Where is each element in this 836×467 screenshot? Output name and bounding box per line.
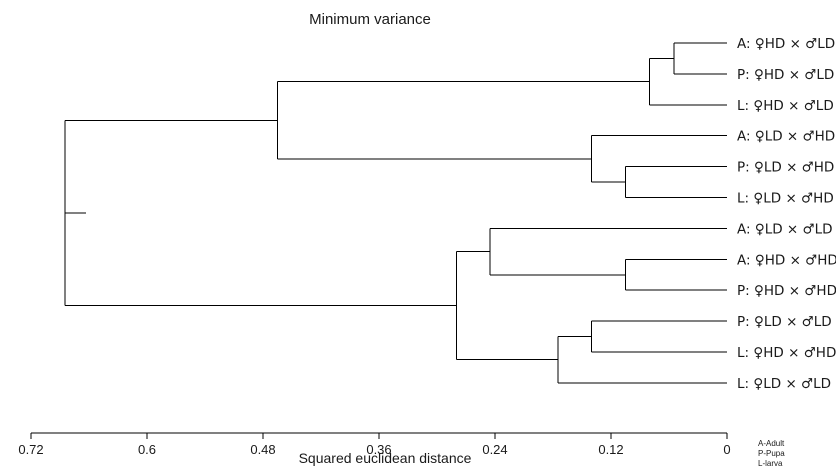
leaf-label: P: ♀HD × ♂LD [737,67,834,83]
x-axis-ticks: 0.72 0.6 0.48 0.36 0.24 0.12 0 [18,433,731,457]
x-tick-label: 0.12 [598,442,623,457]
x-tick-label: 0.6 [138,442,156,457]
leaf-labels: A: ♀HD × ♂LD P: ♀HD × ♂LD L: ♀HD × ♂LD A: ♀… [737,36,836,392]
legend-line-pupa: P-Pupa [758,449,785,458]
x-axis-title: Squared euclidean distance [299,450,472,466]
leaf-label: P: ♀HD × ♂HD [737,283,836,299]
leaf-label: P: ♀LD × ♂HD [737,160,834,176]
dendrogram-links [64,42,727,384]
leaf-label: A: ♀LD × ♂HD [737,129,835,145]
x-tick-label: 0.72 [18,442,43,457]
leaf-label: L: ♀LD × ♂LD [737,376,831,392]
leaf-label: L: ♀HD × ♂HD [737,345,836,361]
legend: A-Adult P-Pupa L-larva [758,439,785,467]
leaf-label: P: ♀LD × ♂LD [737,314,832,330]
x-tick-label: 0.24 [482,442,507,457]
legend-line-adult: A-Adult [758,439,785,448]
leaf-label: A: ♀HD × ♂HD [737,252,836,268]
x-tick-label: 0.48 [250,442,275,457]
legend-line-larva: L-larva [758,459,783,467]
x-tick-label: 0 [723,442,730,457]
leaf-label: L: ♀HD × ♂LD [737,98,834,114]
leaf-label: L: ♀LD × ♂HD [737,191,834,207]
leaf-label: A: ♀LD × ♂LD [737,221,833,237]
leaf-label: A: ♀HD × ♂LD [737,36,835,52]
chart-title: Minimum variance [309,11,431,28]
x-tick-label: 0.36 [366,442,391,457]
